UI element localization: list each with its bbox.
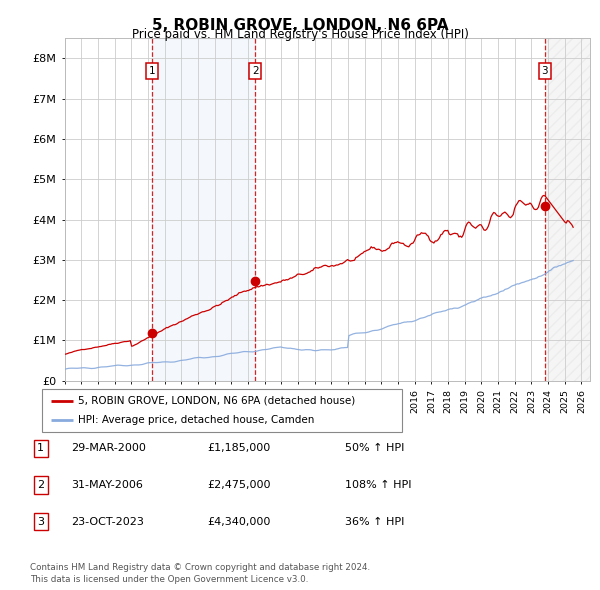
Text: 29-MAR-2000: 29-MAR-2000 [71,444,146,453]
Text: 5, ROBIN GROVE, LONDON, N6 6PA (detached house): 5, ROBIN GROVE, LONDON, N6 6PA (detached… [78,396,355,406]
Text: 3: 3 [37,517,44,526]
Text: 1: 1 [149,66,155,76]
Text: 23-OCT-2023: 23-OCT-2023 [71,517,143,526]
Text: 2: 2 [37,480,44,490]
FancyBboxPatch shape [42,389,402,432]
Text: 3: 3 [542,66,548,76]
Text: 108% ↑ HPI: 108% ↑ HPI [345,480,412,490]
Bar [545,38,590,381]
Text: £4,340,000: £4,340,000 [207,517,271,526]
Bar [152,38,255,381]
Text: 50% ↑ HPI: 50% ↑ HPI [345,444,404,453]
Text: 36% ↑ HPI: 36% ↑ HPI [345,517,404,526]
Text: 2: 2 [252,66,259,76]
Text: 31-MAY-2006: 31-MAY-2006 [71,480,143,490]
Text: £1,185,000: £1,185,000 [207,444,270,453]
Text: 5, ROBIN GROVE, LONDON, N6 6PA: 5, ROBIN GROVE, LONDON, N6 6PA [152,18,448,32]
Text: This data is licensed under the Open Government Licence v3.0.: This data is licensed under the Open Gov… [30,575,308,584]
Text: 1: 1 [37,444,44,453]
Text: £2,475,000: £2,475,000 [207,480,271,490]
Text: Price paid vs. HM Land Registry's House Price Index (HPI): Price paid vs. HM Land Registry's House … [131,28,469,41]
Text: HPI: Average price, detached house, Camden: HPI: Average price, detached house, Camd… [78,415,314,425]
Text: Contains HM Land Registry data © Crown copyright and database right 2024.: Contains HM Land Registry data © Crown c… [30,563,370,572]
